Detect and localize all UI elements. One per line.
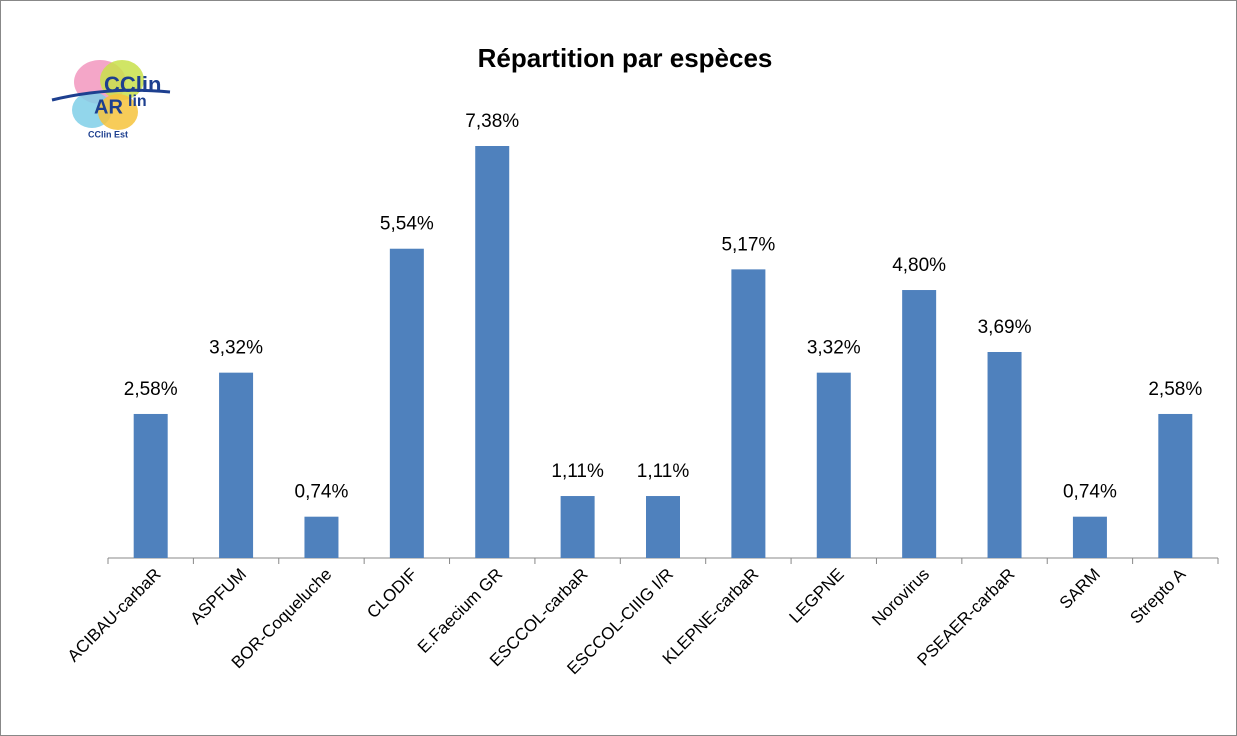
data-label: 3,32% bbox=[209, 338, 263, 359]
bar bbox=[560, 496, 595, 558]
logo: CClin AR lin CClin Est bbox=[51, 60, 171, 139]
bar bbox=[1158, 413, 1193, 558]
data-label: 1,11% bbox=[637, 461, 690, 482]
bar bbox=[646, 496, 680, 558]
data-label: 0,74% bbox=[1063, 482, 1117, 503]
data-label: 4,80% bbox=[892, 255, 946, 276]
bar bbox=[133, 413, 168, 558]
data-label: 0,74% bbox=[295, 482, 349, 503]
bar bbox=[902, 290, 937, 558]
data-label: 5,17% bbox=[721, 234, 775, 255]
bar bbox=[816, 372, 851, 558]
data-label: 7,38% bbox=[465, 111, 519, 132]
bar bbox=[304, 516, 339, 558]
bar bbox=[731, 269, 766, 558]
data-label: 2,58% bbox=[124, 379, 178, 400]
bar bbox=[987, 352, 1022, 558]
logo-shape bbox=[98, 94, 138, 130]
bar bbox=[219, 372, 254, 558]
logo-text: CClin bbox=[104, 72, 161, 97]
data-label: 3,69% bbox=[978, 317, 1032, 338]
data-label: 1,11% bbox=[551, 461, 604, 482]
logo-text: CClin Est bbox=[88, 129, 128, 139]
chart-title: Répartition par espèces bbox=[478, 43, 773, 73]
logo-swoosh bbox=[51, 88, 171, 102]
logo-text: lin bbox=[128, 93, 147, 110]
bar bbox=[1072, 516, 1107, 558]
bar bbox=[475, 146, 510, 558]
data-label: 5,54% bbox=[380, 214, 434, 235]
logo-text: AR bbox=[94, 96, 123, 118]
data-label: 3,32% bbox=[807, 338, 861, 359]
data-label: 2,58% bbox=[1148, 379, 1202, 400]
bar bbox=[389, 248, 424, 558]
